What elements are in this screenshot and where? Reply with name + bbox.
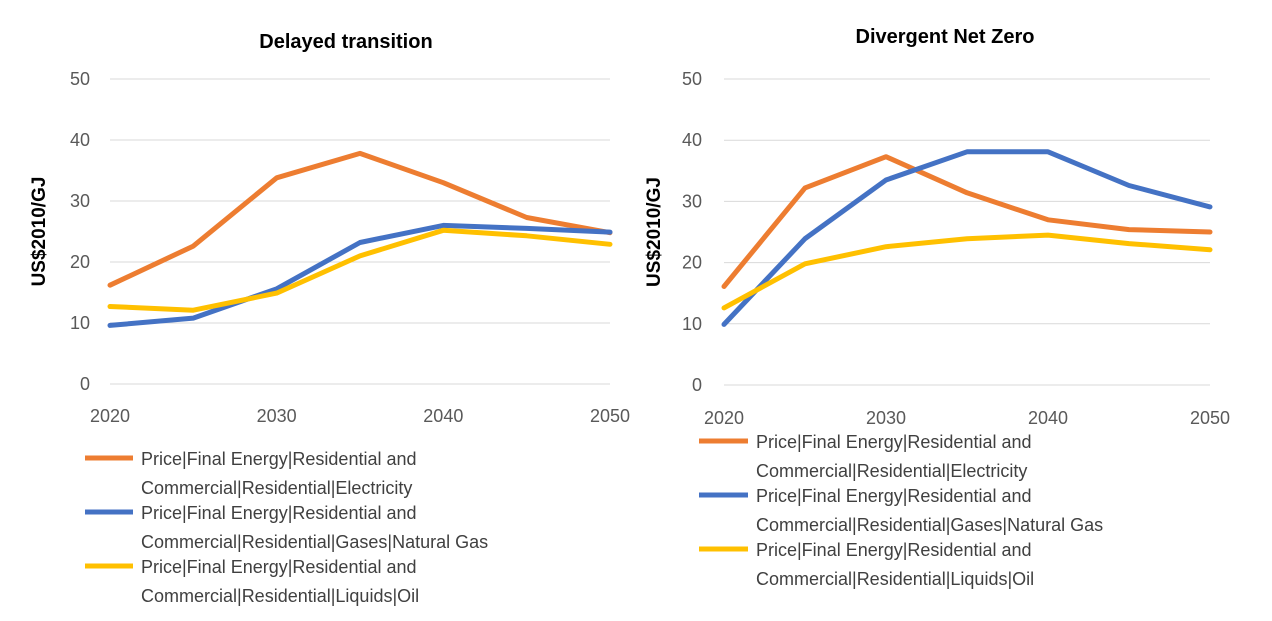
legend-entry-text: Commercial|Residential|Electricity	[756, 461, 1027, 481]
y-tick-label: 0	[692, 375, 702, 395]
legend-entry-text: Commercial|Residential|Liquids|Oil	[756, 569, 1034, 589]
legend-entry-text: Price|Final Energy|Residential and	[141, 449, 417, 469]
legend-entry-text: Commercial|Residential|Gases|Natural Gas	[756, 515, 1103, 535]
x-tick-label: 2040	[1028, 408, 1068, 428]
y-tick-label: 20	[70, 252, 90, 272]
x-tick-label: 2020	[704, 408, 744, 428]
legend-entry-text: Commercial|Residential|Electricity	[141, 478, 412, 498]
series-line-gas	[107, 222, 613, 328]
legend-entry-text: Price|Final Energy|Residential and	[141, 557, 417, 577]
series-line-oil	[107, 227, 613, 313]
y-axis-label: US$2010/GJ	[644, 177, 665, 287]
series-line-electricity	[721, 154, 1213, 289]
y-tick-label: 10	[70, 313, 90, 333]
legend-entry-text: Price|Final Energy|Residential and	[756, 486, 1032, 506]
x-tick-label: 2030	[866, 408, 906, 428]
chart-title: Divergent Net Zero	[856, 26, 1035, 48]
y-tick-label: 20	[682, 253, 702, 273]
legend: Price|Final Energy|Residential and Commer…	[699, 432, 1103, 589]
chart-title: Delayed transition	[259, 31, 432, 53]
legend: Price|Final Energy|Residential and Commer…	[85, 449, 488, 606]
y-tick-label: 30	[70, 191, 90, 211]
y-tick-label: 10	[682, 314, 702, 334]
series-line-oil	[721, 232, 1213, 311]
legend-entry-text: Price|Final Energy|Residential and	[756, 432, 1032, 452]
x-tick-label: 2050	[1190, 408, 1230, 428]
y-tick-label: 0	[80, 374, 90, 394]
x-tick-label: 2020	[90, 406, 130, 426]
y-tick-label: 50	[70, 69, 90, 89]
y-axis-label: US$2010/GJ	[29, 177, 50, 287]
legend-entry-text: Price|Final Energy|Residential and	[756, 540, 1032, 560]
y-tick-label: 40	[70, 130, 90, 150]
legend-entry-text: Commercial|Residential|Gases|Natural Gas	[141, 532, 488, 552]
series-line-gas	[721, 149, 1213, 327]
x-tick-label: 2030	[257, 406, 297, 426]
legend-entry-text: Commercial|Residential|Liquids|Oil	[141, 586, 419, 606]
x-tick-label: 2040	[423, 406, 463, 426]
y-tick-label: 50	[682, 69, 702, 89]
x-tick-label: 2050	[590, 406, 630, 426]
legend-entry-text: Price|Final Energy|Residential and	[141, 503, 417, 523]
y-tick-label: 30	[682, 191, 702, 211]
series-line-electricity	[107, 150, 613, 288]
y-tick-label: 40	[682, 130, 702, 150]
